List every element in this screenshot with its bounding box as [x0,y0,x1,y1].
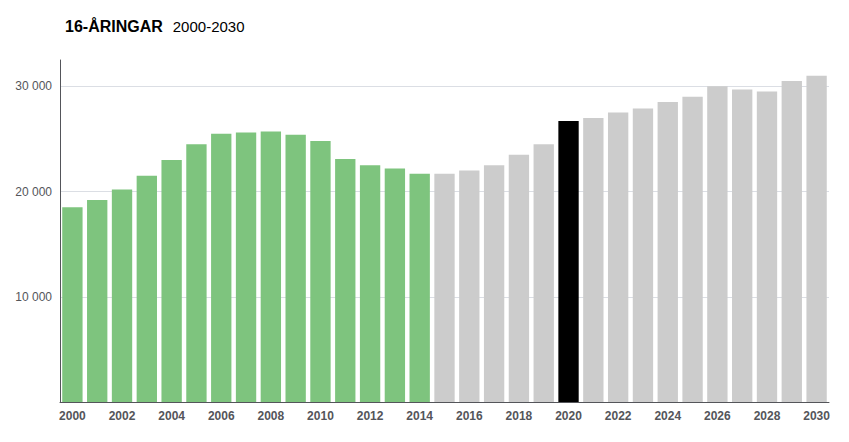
svg-text:30 000: 30 000 [15,79,52,93]
svg-text:2004: 2004 [158,409,185,423]
svg-text:2020: 2020 [555,409,582,423]
svg-text:2000: 2000 [59,409,86,423]
svg-text:2022: 2022 [605,409,632,423]
svg-text:2028: 2028 [754,409,781,423]
svg-text:2002: 2002 [109,409,136,423]
svg-text:16-ÅRINGAR: 16-ÅRINGAR [65,17,163,35]
svg-text:2010: 2010 [307,409,334,423]
svg-text:2006: 2006 [208,409,235,423]
svg-text:2008: 2008 [258,409,285,423]
svg-text:2000-2030: 2000-2030 [173,18,245,35]
svg-text:2012: 2012 [357,409,384,423]
svg-text:2018: 2018 [506,409,533,423]
svg-text:2024: 2024 [654,409,681,423]
svg-text:2016: 2016 [456,409,483,423]
svg-text:2014: 2014 [406,409,433,423]
svg-text:20 000: 20 000 [15,185,52,199]
svg-text:2026: 2026 [704,409,731,423]
svg-text:2030: 2030 [803,409,830,423]
svg-text:10 000: 10 000 [15,290,52,304]
